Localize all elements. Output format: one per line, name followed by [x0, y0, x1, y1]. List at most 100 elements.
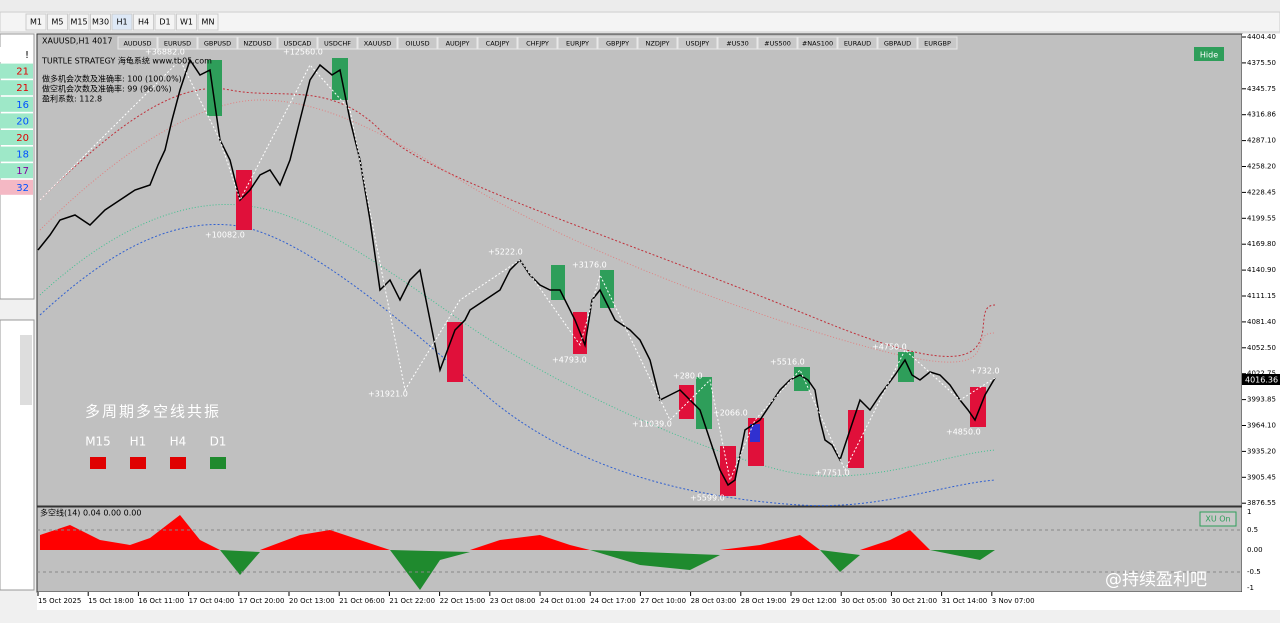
symbol-label: EURGBP	[924, 40, 951, 48]
price-tick-label: 4287.10	[1247, 137, 1276, 145]
profit-annotation: +36882.0	[145, 48, 185, 57]
profit-annotation: +280.0	[673, 372, 703, 381]
hide-label: Hide	[1200, 51, 1218, 60]
profit-annotation: +4750.0	[872, 343, 907, 352]
watchlist-row[interactable]	[0, 113, 33, 129]
watchlist-value: 21	[16, 67, 29, 78]
short-stats: 做空机会次数及准确率: 99 (96.0%)	[42, 84, 172, 94]
symbol-button[interactable]	[877, 36, 918, 50]
watchlist-row[interactable]	[0, 80, 33, 96]
symbol-button[interactable]	[597, 36, 638, 50]
price-tick-label: 4140.90	[1247, 266, 1276, 274]
profit-annotation: +3176.0	[572, 261, 607, 270]
price-tick-label: 3935.20	[1247, 447, 1276, 455]
indicator-tick-label: 0.00	[1247, 546, 1263, 554]
timeframe-button[interactable]	[111, 13, 133, 31]
symbol-label: NZDJPY	[646, 40, 670, 48]
symbol-button[interactable]	[157, 36, 198, 50]
profit-annotation: +31921.0	[368, 390, 408, 399]
price-tick-label: 4081.40	[1247, 318, 1276, 326]
price-tick-label: 4375.50	[1247, 59, 1276, 67]
symbol-button[interactable]	[517, 36, 558, 50]
symbol-button[interactable]	[717, 36, 758, 50]
symbol-button[interactable]	[837, 36, 878, 50]
profit-annotation: +732.0	[970, 367, 1000, 376]
timeframe-label: M15	[70, 18, 87, 27]
time-label: 27 Oct 10:00	[640, 597, 686, 605]
timeframe-button[interactable]	[25, 13, 47, 31]
symbol-button[interactable]	[437, 36, 478, 50]
time-label: 31 Oct 14:00	[942, 597, 988, 605]
profit-annotation: +5516.0	[770, 358, 805, 367]
time-label: 3 Nov 07:00	[992, 597, 1035, 605]
symbol-label: GBPAUD	[884, 40, 911, 48]
time-label: 15 Oct 2025	[38, 597, 81, 605]
watchlist-row[interactable]	[0, 47, 33, 62]
price-tick-label: 4258.20	[1247, 163, 1276, 171]
timeframe-button[interactable]	[154, 13, 176, 31]
time-label: 22 Oct 15:00	[440, 597, 486, 605]
time-label: 28 Oct 19:00	[741, 597, 787, 605]
watchlist-row[interactable]	[0, 130, 33, 145]
symbol-button[interactable]	[677, 36, 718, 50]
signal-square	[170, 457, 186, 469]
symbol-label: AUDUSD	[123, 40, 151, 48]
symbol-button[interactable]	[557, 36, 598, 50]
watchlist-value: 21	[16, 83, 29, 94]
timeframe-button[interactable]	[47, 13, 68, 31]
time-label: 17 Oct 04:00	[189, 597, 235, 605]
indicator-tick-label: -1	[1247, 584, 1254, 592]
symbol-button[interactable]	[237, 36, 278, 50]
symbol-button[interactable]	[317, 36, 358, 50]
watchlist-row[interactable]	[0, 163, 33, 179]
indicator-histogram	[37, 515, 1242, 590]
symbol-label: OILUSD	[405, 40, 429, 48]
time-label: 30 Oct 21:00	[891, 597, 937, 605]
scrollbar	[20, 335, 32, 405]
watchlist-row[interactable]	[0, 179, 33, 195]
symbol-label: GBPJPY	[606, 40, 629, 48]
timeframe-label: H4	[138, 18, 149, 27]
watchlist-row[interactable]	[0, 96, 33, 112]
price-tick-label: 4228.45	[1247, 188, 1276, 196]
profit-annotation: +4850.0	[946, 428, 981, 437]
timeframe-button[interactable]	[68, 13, 90, 31]
symbol-button[interactable]	[197, 36, 238, 50]
timeframe-bar	[0, 11, 1280, 33]
price-tick-label: 3876.55	[1247, 499, 1276, 507]
symbol-button[interactable]	[117, 36, 158, 50]
watchlist-row[interactable]	[0, 63, 33, 79]
time-label: 28 Oct 03:00	[691, 597, 737, 605]
watchlist-value: !	[25, 50, 29, 61]
indicator-label: 多空线(14) 0.04 0.00 0.00	[40, 508, 142, 518]
chart-title: XAUUSD,H1 4017	[42, 37, 112, 46]
hide-button[interactable]	[1194, 47, 1224, 61]
symbol-label: CADJPY	[486, 40, 510, 48]
symbol-button[interactable]	[637, 36, 678, 50]
symbol-button[interactable]	[757, 36, 798, 50]
price-tick-label: 4199.55	[1247, 214, 1276, 222]
timeframe-button[interactable]	[197, 13, 219, 31]
profit-annotation: +7751.0	[815, 469, 850, 478]
symbol-button[interactable]	[917, 36, 958, 50]
price-tick-label: 3993.85	[1247, 396, 1276, 404]
time-label: 29 Oct 12:00	[791, 597, 837, 605]
price-tick-label: 3964.10	[1247, 422, 1276, 430]
timeframe-button[interactable]	[90, 13, 111, 31]
symbol-button[interactable]	[397, 36, 438, 50]
symbol-button[interactable]	[357, 36, 398, 50]
watchlist-value: 20	[16, 116, 29, 127]
price-tick-label: 3905.45	[1247, 473, 1276, 481]
symbol-button[interactable]	[797, 36, 838, 50]
watchlist-row[interactable]	[0, 146, 33, 162]
timeframe-button[interactable]	[133, 13, 154, 31]
xu-button[interactable]	[1199, 511, 1237, 527]
symbol-label: #US30	[726, 40, 749, 48]
time-label: 17 Oct 20:00	[239, 597, 285, 605]
symbol-button[interactable]	[477, 36, 518, 50]
timeframe-button[interactable]	[176, 13, 197, 31]
symbol-button[interactable]	[277, 36, 318, 50]
timeframe-label: H1	[116, 18, 127, 27]
time-label: 16 Oct 11:00	[138, 597, 184, 605]
